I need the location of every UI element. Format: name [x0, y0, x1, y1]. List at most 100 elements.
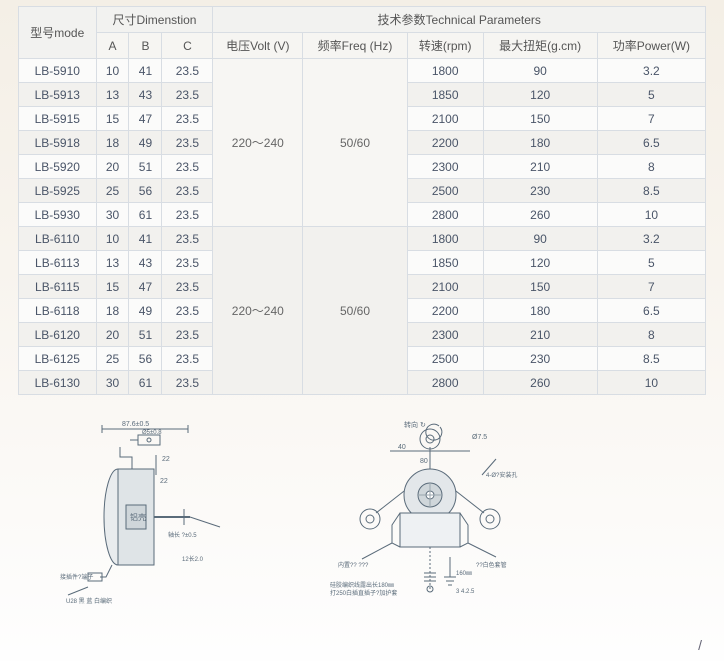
cell: 13	[96, 83, 129, 107]
cell: 30	[96, 203, 129, 227]
cell: 23.5	[162, 155, 213, 179]
dim-40: 40	[398, 444, 406, 451]
cell: 23.5	[162, 227, 213, 251]
cell: 120	[483, 251, 597, 275]
cell: 260	[483, 371, 597, 395]
dim-top: 87.6±0.5	[122, 421, 149, 428]
cell: 10	[96, 227, 129, 251]
cell: 3.2	[597, 59, 705, 83]
cell: 61	[129, 203, 162, 227]
cell: 90	[483, 227, 597, 251]
cell: 5	[597, 251, 705, 275]
th-tech: 技术参数Technical Parameters	[213, 7, 706, 33]
cell: 6.5	[597, 131, 705, 155]
cell: LB-5910	[19, 59, 97, 83]
cell: 210	[483, 155, 597, 179]
cell: 15	[96, 107, 129, 131]
right-note: 轴长 ?±0.5	[168, 531, 197, 539]
cell: 30	[96, 371, 129, 395]
cell: 8	[597, 323, 705, 347]
cell: 180	[483, 131, 597, 155]
cell: 50/60	[303, 59, 408, 227]
cell: LB-6115	[19, 275, 97, 299]
cell: 120	[483, 83, 597, 107]
cell: 23.5	[162, 323, 213, 347]
cell: LB-6120	[19, 323, 97, 347]
cell: 150	[483, 107, 597, 131]
table-row: LB-6110104123.5220～24050/601800903.2	[19, 227, 706, 251]
cell: 43	[129, 251, 162, 275]
cell: LB-5930	[19, 203, 97, 227]
cell: 1800	[407, 59, 483, 83]
dim-80: 80	[420, 458, 428, 465]
cell: 230	[483, 179, 597, 203]
cell: 20	[96, 155, 129, 179]
cell: LB-6110	[19, 227, 97, 251]
cell: 23.5	[162, 275, 213, 299]
cell: 220～240	[213, 227, 303, 395]
cell: 15	[96, 275, 129, 299]
th-torque: 最大扭矩(g.cm)	[483, 33, 597, 59]
cell: 2100	[407, 275, 483, 299]
cell: 1800	[407, 227, 483, 251]
dim-22a: 22	[162, 456, 170, 463]
cell: 2300	[407, 155, 483, 179]
cell: 1850	[407, 83, 483, 107]
cell: LB-6118	[19, 299, 97, 323]
cell: 90	[483, 59, 597, 83]
cell: 41	[129, 227, 162, 251]
spec-table: 型号mode 尺寸Dimenstion 技术参数Technical Parame…	[18, 6, 706, 395]
diagram-row: 87.6±0.5 Ø5±0.8 22 铝壳 22	[60, 417, 724, 622]
cell: LB-5925	[19, 179, 97, 203]
cell: 18	[96, 131, 129, 155]
cell: 23.5	[162, 347, 213, 371]
cell: 43	[129, 83, 162, 107]
cell: 10	[96, 59, 129, 83]
cell: 23.5	[162, 131, 213, 155]
cell: 56	[129, 179, 162, 203]
cell: 47	[129, 107, 162, 131]
cell: 1850	[407, 251, 483, 275]
r-note: Ø7.5	[472, 434, 487, 441]
cell: 23.5	[162, 107, 213, 131]
cell: LB-5913	[19, 83, 97, 107]
cell: 23.5	[162, 251, 213, 275]
cell: 180	[483, 299, 597, 323]
cell: LB-5920	[19, 155, 97, 179]
cell: 8.5	[597, 179, 705, 203]
cell: 2200	[407, 299, 483, 323]
diagram-side: 87.6±0.5 Ø5±0.8 22 铝壳 22	[60, 417, 260, 622]
table-row: LB-5910104123.5220～24050/601800903.2	[19, 59, 706, 83]
cell: 3.2	[597, 227, 705, 251]
nums: 3 4.2.5	[456, 589, 475, 595]
dim-dia: Ø5±0.8	[142, 430, 162, 436]
cell: 8.5	[597, 347, 705, 371]
cell: LB-5915	[19, 107, 97, 131]
cell: 7	[597, 107, 705, 131]
wire-note-1: 硅胶编织线露出长180㎜	[330, 581, 394, 589]
cell: 49	[129, 299, 162, 323]
cell: 5	[597, 83, 705, 107]
th-c: C	[162, 33, 213, 59]
cell: 61	[129, 371, 162, 395]
cell: 8	[597, 155, 705, 179]
left-note: 接插件?端子	[60, 573, 93, 581]
left-note2: 内置?? ???	[338, 561, 369, 569]
cell: LB-6125	[19, 347, 97, 371]
gnd-len: 160㎜	[456, 571, 472, 577]
cell: 2500	[407, 179, 483, 203]
cell: 6.5	[597, 299, 705, 323]
spec-table-container: 型号mode 尺寸Dimenstion 技术参数Technical Parame…	[18, 6, 706, 395]
cell: 23.5	[162, 299, 213, 323]
th-b: B	[129, 33, 162, 59]
cell: 2100	[407, 107, 483, 131]
cell: LB-5918	[19, 131, 97, 155]
cell: 2800	[407, 371, 483, 395]
cell: 50/60	[303, 227, 408, 395]
th-dimension: 尺寸Dimenstion	[96, 7, 213, 33]
cell: LB-6130	[19, 371, 97, 395]
th-freq: 频率Freq (Hz)	[303, 33, 408, 59]
cell: 49	[129, 131, 162, 155]
cell: 2300	[407, 323, 483, 347]
body-label: 铝壳	[130, 512, 146, 522]
